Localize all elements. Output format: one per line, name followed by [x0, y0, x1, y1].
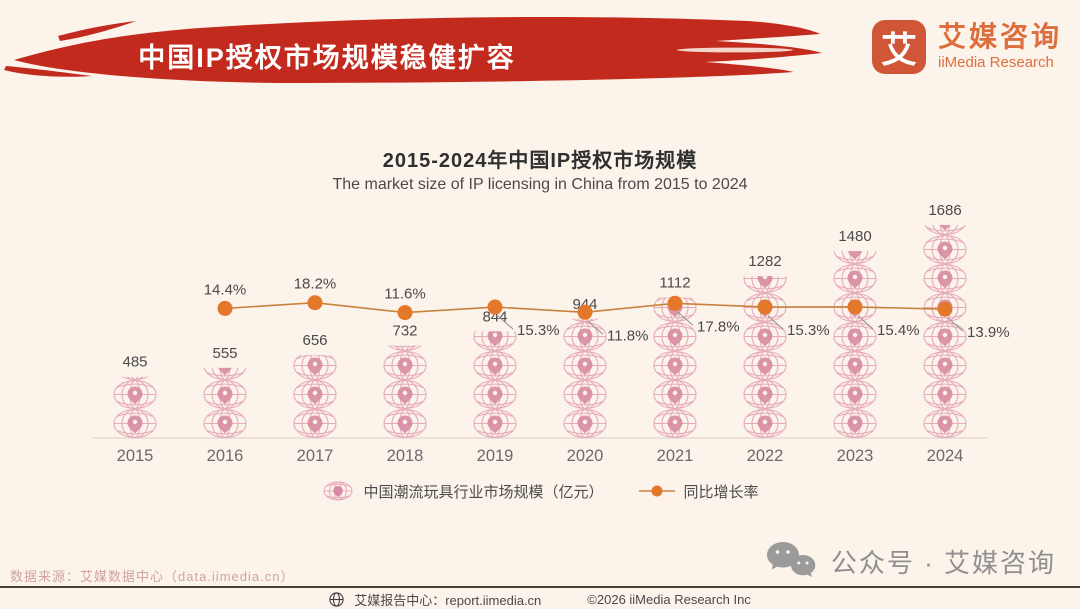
svg-text:732: 732 — [392, 323, 417, 340]
svg-text:2020: 2020 — [567, 447, 604, 465]
svg-text:17.8%: 17.8% — [697, 318, 740, 335]
svg-text:14.4%: 14.4% — [204, 281, 247, 298]
brush-banner: 中国IP授权市场规模稳健扩容 — [0, 6, 840, 90]
footer-divider — [0, 586, 1080, 588]
brush-stroke-graphic — [4, 16, 822, 84]
legend-line-item: 同比增长率 — [638, 481, 759, 502]
svg-text:656: 656 — [302, 332, 327, 349]
growth-line-icon — [638, 485, 675, 497]
chart-title: 2015-2024年中国IP授权市场规模 — [382, 150, 698, 172]
pictograph-bar-icon — [323, 481, 353, 501]
page-title: 中国IP授权市场规模稳健扩容 — [138, 43, 516, 73]
wechat-icon — [766, 542, 816, 577]
legend-bar-label: 中国潮流玩具行业市场规模（亿元） — [363, 483, 604, 501]
data-source: 数据来源：艾媒数据中心（data.iimedia.cn） — [10, 569, 295, 584]
chart-legend: 中国潮流玩具行业市场规模（亿元） 同比增长率 — [0, 480, 1080, 502]
logo-mark-icon: 艾 — [871, 20, 926, 74]
logo-name-cn: 艾媒咨询 — [937, 21, 1062, 53]
wechat-watermark: 公众号 · 艾媒咨询 — [765, 540, 1056, 582]
svg-text:18.2%: 18.2% — [294, 276, 337, 293]
svg-text:555: 555 — [212, 345, 237, 362]
svg-text:1480: 1480 — [838, 228, 871, 245]
chart-subtitle: The market size of IP licensing in China… — [332, 176, 748, 193]
iimedia-logo: 艾 艾媒咨询 iiMedia Research — [871, 20, 1062, 74]
svg-text:1282: 1282 — [748, 253, 781, 270]
footer: 艾媒报告中心：report.iimedia.cn ©2026 iiMedia R… — [0, 590, 1080, 608]
legend-line-label: 同比增长率 — [683, 483, 759, 501]
svg-text:2015: 2015 — [117, 447, 154, 465]
svg-text:2016: 2016 — [207, 447, 244, 465]
svg-text:2023: 2023 — [837, 447, 874, 465]
svg-text:2021: 2021 — [657, 447, 694, 465]
svg-text:13.9%: 13.9% — [967, 324, 1010, 341]
svg-text:15.3%: 15.3% — [517, 322, 560, 339]
svg-text:1112: 1112 — [659, 275, 690, 292]
svg-text:485: 485 — [122, 354, 147, 371]
watermark-text: 公众号 · 艾媒咨询 — [830, 547, 1056, 578]
svg-text:2017: 2017 — [297, 447, 334, 465]
svg-text:2024: 2024 — [927, 447, 964, 465]
svg-text:2019: 2019 — [477, 447, 514, 465]
svg-text:844: 844 — [482, 308, 507, 325]
globe-icon — [329, 591, 344, 607]
svg-text:1686: 1686 — [928, 202, 961, 219]
chart-canvas: 4852015555201665620177322018844201994420… — [92, 202, 1010, 465]
footer-report-center: 艾媒报告中心：report.iimedia.cn — [354, 592, 542, 608]
svg-text:2018: 2018 — [387, 447, 424, 465]
market-size-chart: 485 2015 555 2016 656 2017 732 2018 844 2019 944 20… — [0, 195, 1080, 485]
svg-text:11.8%: 11.8% — [607, 327, 648, 344]
svg-text:15.3%: 15.3% — [787, 322, 830, 339]
svg-text:2022: 2022 — [747, 447, 784, 465]
svg-text:11.6%: 11.6% — [384, 286, 425, 303]
legend-bar-item: 中国潮流玩具行业市场规模（亿元） — [321, 480, 604, 502]
logo-name-en: iiMedia Research — [937, 54, 1054, 72]
footer-copyright: ©2026 iiMedia Research Inc — [587, 591, 751, 607]
svg-text:15.4%: 15.4% — [877, 322, 920, 339]
